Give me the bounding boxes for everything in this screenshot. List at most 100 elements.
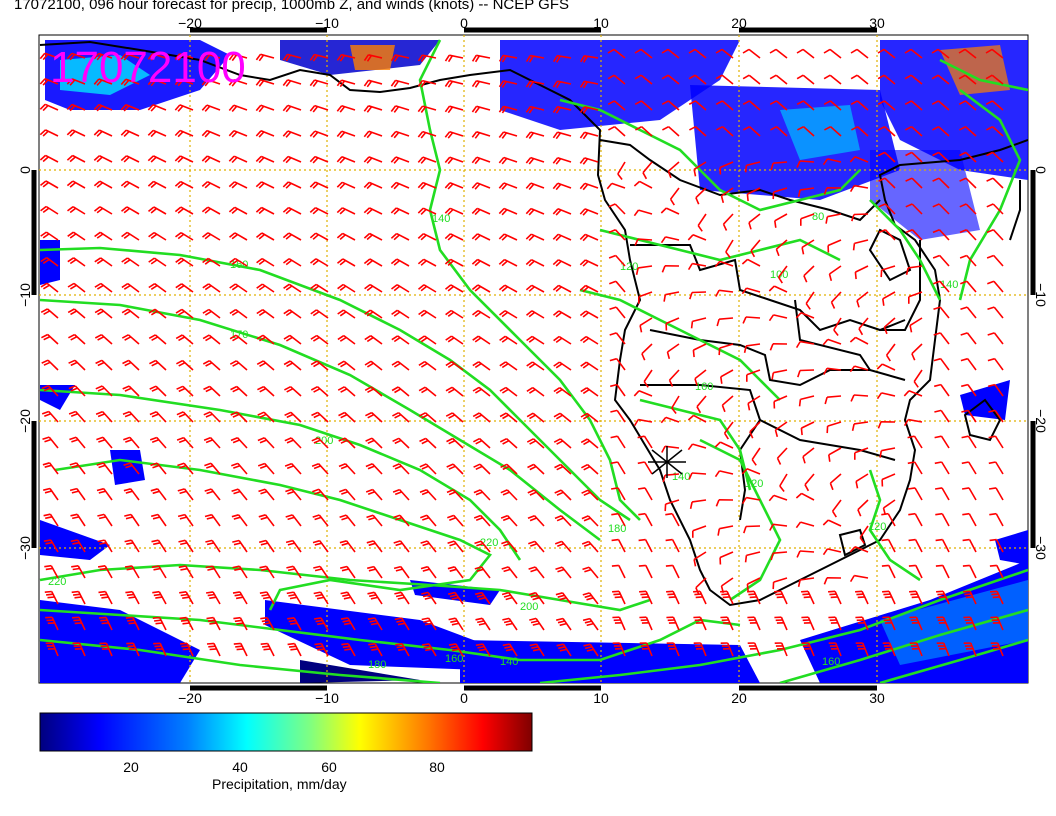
wind-barb-feather bbox=[499, 412, 507, 418]
wind-barb-staff bbox=[991, 48, 1004, 59]
wind-barb-feather bbox=[911, 353, 916, 361]
wind-barb-staff bbox=[746, 496, 761, 501]
wind-barb-feather bbox=[634, 100, 642, 106]
wind-barb-feather bbox=[583, 465, 591, 471]
wind-barb-feather bbox=[555, 106, 562, 114]
wind-barb-feather bbox=[448, 439, 456, 445]
wind-barb-staff bbox=[992, 203, 1004, 215]
wind-barb-feather bbox=[850, 48, 858, 54]
wind-barb-feather bbox=[417, 182, 424, 189]
wind-barb-feather bbox=[444, 284, 452, 290]
wind-barb-feather bbox=[231, 233, 239, 240]
wind-barb-feather bbox=[69, 487, 78, 492]
wind-barb-staff bbox=[748, 48, 761, 59]
wind-barb-feather bbox=[339, 285, 347, 291]
wind-barb-staff bbox=[854, 239, 869, 245]
wind-barb-staff bbox=[616, 384, 626, 397]
wind-barb-feather bbox=[905, 177, 913, 182]
wind-barb-staff bbox=[881, 363, 896, 371]
wind-barb-feather bbox=[641, 353, 646, 361]
wind-barb-staff bbox=[854, 156, 869, 163]
wind-barb-feather bbox=[878, 151, 886, 157]
wind-barb-staff bbox=[617, 513, 626, 527]
wind-barb-feather bbox=[149, 411, 157, 416]
wind-barb-feather bbox=[532, 596, 540, 601]
wind-barb-feather bbox=[635, 125, 642, 131]
wind-barb-feather bbox=[473, 463, 481, 468]
wind-barb-feather bbox=[98, 616, 107, 619]
wind-barb-feather bbox=[775, 248, 780, 257]
wind-barb-staff bbox=[747, 258, 761, 267]
wind-barb-staff bbox=[749, 126, 761, 137]
wind-barb-feather bbox=[828, 273, 833, 282]
wind-barb-feather bbox=[500, 463, 508, 469]
wind-barb-staff bbox=[855, 336, 869, 345]
wind-barb-feather bbox=[607, 74, 615, 80]
wind-barb-feather bbox=[123, 54, 130, 61]
wind-barb-feather bbox=[288, 645, 297, 648]
wind-barb-feather bbox=[421, 414, 429, 419]
wind-barb-feather bbox=[715, 289, 720, 297]
wind-barb-feather bbox=[525, 259, 533, 266]
wind-barb-feather bbox=[528, 132, 535, 139]
wind-barb-feather bbox=[228, 53, 235, 61]
wind-barb-feather bbox=[364, 283, 371, 290]
wind-barb-feather bbox=[231, 488, 239, 492]
wind-barb-feather bbox=[284, 411, 292, 417]
wind-barb-feather bbox=[447, 80, 454, 88]
wind-barb-feather bbox=[256, 257, 263, 264]
wind-barb-feather bbox=[582, 286, 589, 293]
wind-barb-feather bbox=[47, 596, 55, 599]
wind-barb-feather bbox=[96, 105, 103, 112]
wind-barb-feather bbox=[796, 100, 804, 106]
wind-barb-staff bbox=[638, 209, 653, 215]
wind-barb-staff bbox=[748, 213, 761, 224]
wind-barb-feather bbox=[665, 512, 673, 516]
wind-barb-feather bbox=[425, 648, 433, 652]
wind-barb-feather bbox=[989, 564, 997, 567]
wind-barb-feather bbox=[472, 335, 479, 341]
wind-barb-feather bbox=[444, 54, 450, 62]
wind-barb-feather bbox=[312, 80, 319, 87]
wind-barb-feather bbox=[474, 362, 482, 369]
wind-barb-staff bbox=[799, 160, 815, 163]
wind-barb-staff bbox=[613, 100, 626, 111]
wind-barb-feather bbox=[582, 617, 591, 622]
wind-barb-feather bbox=[94, 308, 102, 314]
wind-barb-staff bbox=[993, 280, 1004, 293]
wind-barb-feather bbox=[236, 622, 244, 625]
wind-barb-staff bbox=[940, 409, 950, 423]
wind-barb-staff bbox=[695, 577, 707, 589]
wind-barb-staff bbox=[667, 161, 680, 172]
wind-barb-feather bbox=[421, 388, 428, 394]
wind-barb-staff bbox=[644, 513, 653, 527]
wind-barb-staff bbox=[996, 565, 1004, 579]
wind-barb-feather bbox=[747, 403, 751, 411]
wind-barb-feather bbox=[744, 165, 748, 173]
wind-barb-feather bbox=[505, 622, 513, 626]
wind-barb-feather bbox=[40, 257, 48, 263]
wind-barb-feather bbox=[234, 568, 242, 571]
wind-barb-feather bbox=[608, 254, 616, 259]
wind-barb-staff bbox=[853, 421, 869, 425]
wind-barb-feather bbox=[366, 259, 374, 266]
wind-barb-feather bbox=[256, 334, 264, 340]
wind-barb-feather bbox=[823, 100, 831, 106]
wind-barb-feather bbox=[611, 512, 619, 516]
wind-barb-staff bbox=[800, 213, 815, 220]
wind-barb-feather bbox=[531, 646, 539, 649]
wind-barb-feather bbox=[420, 260, 427, 266]
wind-barb-feather bbox=[420, 514, 428, 519]
wind-barb-feather bbox=[233, 490, 241, 495]
wind-barb-feather bbox=[988, 461, 996, 465]
wind-barb-feather bbox=[44, 464, 52, 468]
wind-barb-feather bbox=[153, 567, 161, 571]
wind-barb-feather bbox=[770, 162, 774, 171]
wind-barb-feather bbox=[341, 542, 349, 546]
wind-barb-staff bbox=[941, 487, 950, 501]
wind-barb-feather bbox=[316, 596, 324, 600]
wind-barb-feather bbox=[312, 311, 320, 317]
wind-barb-feather bbox=[120, 180, 128, 187]
wind-barb-feather bbox=[124, 387, 132, 392]
wind-barb-staff bbox=[914, 513, 923, 527]
